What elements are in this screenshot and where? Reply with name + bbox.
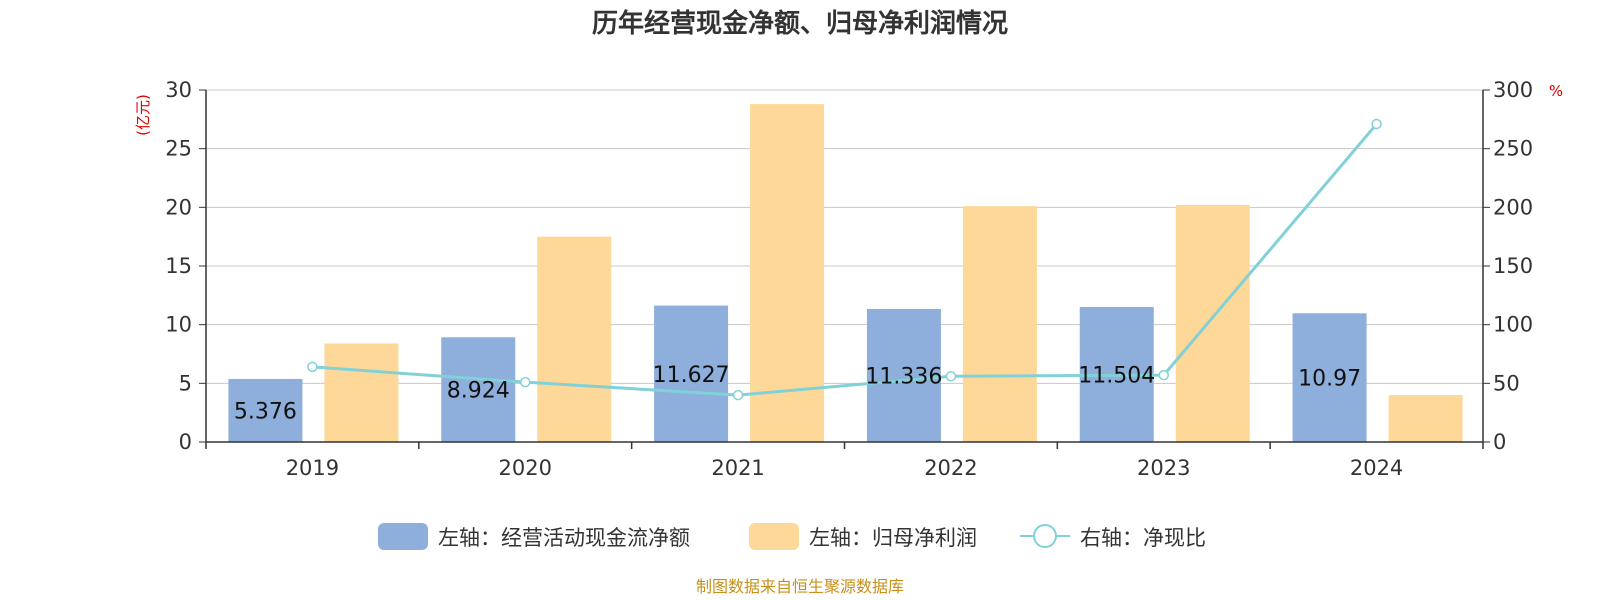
legend-label-profit: 左轴：归母净利润	[809, 526, 977, 550]
left-axis-unit: (亿元)	[134, 94, 152, 136]
right-tick-label: 200	[1493, 195, 1533, 219]
bar-profit	[537, 236, 612, 442]
legend-item-profit[interactable]: 左轴：归母净利润	[749, 523, 977, 550]
data-labels: 5.376 8.924 11.627 11.336 11.504 10.97	[234, 363, 1361, 425]
left-tick-label: 20	[165, 195, 192, 219]
data-label-cashflow: 11.336	[865, 364, 942, 389]
bars	[228, 104, 1463, 442]
right-axis-unit: %	[1549, 82, 1563, 100]
bar-cashflow	[654, 305, 729, 442]
bar-cashflow	[228, 378, 303, 442]
bar-cashflow	[866, 308, 941, 442]
ratio-point	[1158, 369, 1169, 381]
left-tick-label: 30	[165, 78, 192, 102]
legend-item-ratio[interactable]: 右轴：净现比	[1020, 524, 1206, 550]
x-tick-label: 2019	[286, 456, 339, 480]
ratio-point	[520, 376, 531, 388]
ratio-line	[312, 123, 1378, 397]
legend-label-ratio: 右轴：净现比	[1080, 526, 1206, 550]
right-tick-label: 100	[1493, 313, 1533, 337]
data-label-cashflow: 11.627	[653, 363, 730, 388]
left-tick-label: 15	[165, 254, 192, 278]
legend-swatch-cashflow	[378, 523, 428, 550]
chart-title: 历年经营现金净额、归母净利润情况	[592, 8, 1008, 39]
ratio-point	[1371, 118, 1382, 130]
legend-marker-ratio	[1033, 524, 1057, 548]
bar-profit	[750, 104, 825, 442]
ratio-point	[307, 361, 318, 373]
data-label-cashflow: 5.376	[234, 399, 297, 424]
gridlines	[206, 89, 1483, 384]
legend-swatch-profit	[749, 523, 799, 550]
bar-cashflow	[1292, 313, 1367, 442]
ratio-point	[945, 371, 957, 382]
right-tick-label: 50	[1493, 371, 1520, 395]
x-tick-label: 2023	[1137, 456, 1190, 480]
ratio-line-layer	[307, 118, 1382, 401]
bar-profit	[324, 343, 399, 442]
right-tick-label: 150	[1493, 254, 1533, 278]
legend-item-cashflow[interactable]: 左轴：经营活动现金流净额	[378, 523, 690, 550]
data-label-cashflow: 10.97	[1298, 367, 1361, 392]
data-label-cashflow: 11.504	[1078, 364, 1155, 389]
bar-cashflow	[441, 337, 516, 442]
x-tick-label: 2024	[1350, 456, 1403, 480]
bar-profit	[1175, 204, 1250, 442]
data-label-cashflow: 8.924	[447, 379, 510, 404]
left-tick-label: 0	[179, 430, 192, 454]
bar-profit	[1388, 395, 1463, 442]
legend: 左轴：经营活动现金流净额 左轴：归母净利润 右轴：净现比	[378, 523, 1206, 550]
right-tick-label: 250	[1493, 137, 1533, 161]
left-tick-label: 10	[165, 313, 192, 337]
data-source: 制图数据来自恒生聚源数据库	[696, 577, 904, 596]
x-tick-label: 2021	[711, 456, 764, 480]
right-tick-label: 0	[1493, 430, 1506, 454]
right-tick-label: 300	[1493, 78, 1533, 102]
left-tick-label: 5	[179, 371, 192, 395]
left-tick-label: 25	[165, 137, 192, 161]
bar-profit	[962, 206, 1037, 442]
x-tick-label: 2022	[924, 456, 977, 480]
legend-label-cashflow: 左轴：经营活动现金流净额	[438, 526, 690, 550]
ratio-point	[732, 389, 744, 401]
x-tick-label: 2020	[499, 456, 552, 480]
